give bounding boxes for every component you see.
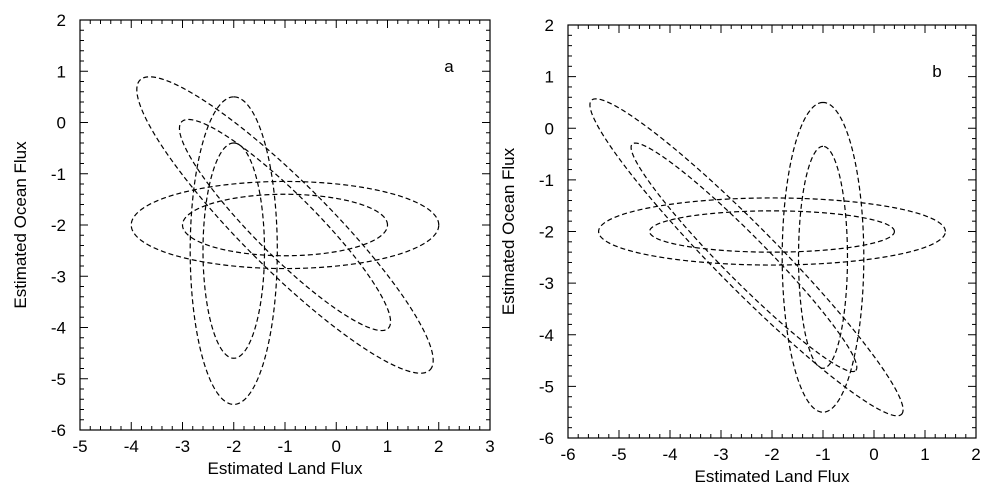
ellipse-contour xyxy=(648,210,896,253)
x-tick-label: 0 xyxy=(869,445,878,464)
ellipse-contour xyxy=(781,101,865,413)
y-tick-label: -3 xyxy=(539,274,554,293)
x-tick-label: 0 xyxy=(332,437,341,456)
y-tick-label: -3 xyxy=(51,267,66,286)
x-tick-label: -1 xyxy=(277,437,292,456)
ellipse-contour xyxy=(178,118,392,332)
ellipse-contour xyxy=(589,98,904,417)
x-tick-label: 1 xyxy=(920,445,929,464)
ellipse-contour xyxy=(130,180,440,270)
x-tick-label: -4 xyxy=(124,437,139,456)
ellipse-contour xyxy=(189,96,278,405)
plot-frame xyxy=(79,19,491,431)
panel-label: a xyxy=(444,57,454,76)
y-tick-label: 0 xyxy=(545,119,554,138)
ellipse-contour xyxy=(136,76,434,374)
y-tick-label: -1 xyxy=(539,171,554,190)
y-tick-label: 2 xyxy=(57,11,66,30)
x-tick-label: -1 xyxy=(815,445,830,464)
x-axis-label: Estimated Land Flux xyxy=(695,467,850,486)
x-tick-label: 1 xyxy=(383,437,392,456)
x-tick-label: -3 xyxy=(175,437,190,456)
y-tick-label: -5 xyxy=(51,370,66,389)
y-tick-label: -4 xyxy=(51,319,66,338)
ellipse-contour xyxy=(202,142,266,359)
ellipse-contour xyxy=(597,197,947,266)
x-tick-label: -3 xyxy=(713,445,728,464)
y-axis-label: Estimated Ocean Flux xyxy=(499,147,518,315)
y-tick-label: 1 xyxy=(545,68,554,87)
y-tick-label: 0 xyxy=(57,114,66,133)
plot-frame xyxy=(567,24,977,439)
ellipse-contour xyxy=(797,145,849,369)
x-tick-label: -5 xyxy=(611,445,626,464)
x-tick-label: -4 xyxy=(662,445,677,464)
ellipse-contour xyxy=(181,193,389,257)
x-tick-label: -6 xyxy=(560,445,575,464)
y-tick-label: -5 xyxy=(539,377,554,396)
y-axis-label: Estimated Ocean Flux xyxy=(11,141,30,309)
x-tick-label: -2 xyxy=(226,437,241,456)
x-tick-label: -2 xyxy=(764,445,779,464)
y-tick-label: 2 xyxy=(545,16,554,35)
panel-b: -6 -5 -4 -3 -2 -1 0 1 2 -6 -5 -4 -3 -2 -1 0 1 2 Estimated … xyxy=(499,16,981,486)
y-tick-label: 1 xyxy=(57,62,66,81)
x-tick-label: 2 xyxy=(971,445,980,464)
panel-label: b xyxy=(932,62,941,81)
y-tick-label: -6 xyxy=(539,429,554,448)
ellipse-contour xyxy=(630,142,858,373)
y-tick-label: -2 xyxy=(51,216,66,235)
y-tick-label: -6 xyxy=(51,421,66,440)
y-tick-label: -1 xyxy=(51,165,66,184)
y-tick-label: -2 xyxy=(539,223,554,242)
y-tick-label: -4 xyxy=(539,326,554,345)
x-axis-label: Estimated Land Flux xyxy=(208,459,363,478)
x-tick-label: 2 xyxy=(434,437,443,456)
panel-a: -5 -4 -3 -2 -1 0 1 2 3 -6 -5 -4 -3 -2 -1 0 1 2 Estimated L… xyxy=(11,11,495,478)
x-tick-label: -5 xyxy=(72,437,87,456)
x-tick-label: 3 xyxy=(485,437,494,456)
